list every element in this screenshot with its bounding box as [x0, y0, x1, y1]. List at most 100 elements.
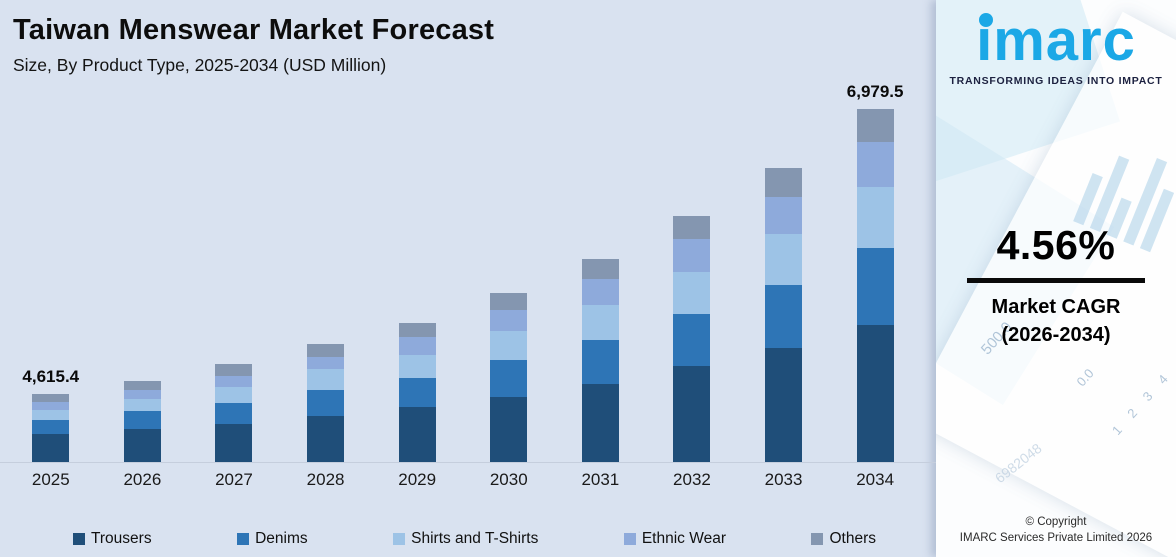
- bar-segment-2025-ethnic-wear: [32, 402, 70, 410]
- stacked-bar-2028: [307, 344, 345, 462]
- page-subtitle: Size, By Product Type, 2025-2034 (USD Mi…: [13, 55, 387, 75]
- legend-swatch-icon: [73, 533, 85, 545]
- bar-segment-2025-denims: [32, 420, 70, 434]
- bar-segment-2027-ethnic-wear: [215, 376, 253, 387]
- stacked-bar-2026: [123, 381, 161, 462]
- legend-item-others: Others: [811, 530, 876, 548]
- bar-segment-2026-trousers: [123, 429, 161, 462]
- bar-segment-2031-others: [581, 259, 619, 279]
- x-axis-labels: 2025 2026 2027 2028 2029 2030 2031 2032 2033 2034: [5, 470, 921, 490]
- stacked-bar-2029: [398, 323, 436, 462]
- imarc-logo-wordmark: ımarc: [976, 8, 1136, 73]
- bar-segment-2031-shirts-and-t-shirts: [581, 305, 619, 340]
- legend-item-shirts-and-t-shirts: Shirts and T-Shirts: [393, 530, 538, 548]
- bar-segment-2033-trousers: [765, 348, 803, 462]
- bar-segment-2027-others: [215, 364, 253, 376]
- bar-segment-2028-ethnic-wear: [307, 357, 345, 369]
- x-axis-line: [0, 462, 936, 463]
- cagr-callout: 4.56% Market CAGR (2026-2034): [936, 222, 1176, 347]
- bar-segment-2029-shirts-and-t-shirts: [398, 355, 436, 378]
- stacked-bar-2027: [215, 364, 253, 462]
- bar-segment-2030-shirts-and-t-shirts: [490, 331, 528, 360]
- bar-segment-2033-shirts-and-t-shirts: [765, 234, 803, 285]
- bar-column-2034: 6,979.5: [829, 82, 921, 462]
- bar-segment-2029-ethnic-wear: [398, 337, 436, 355]
- x-axis-label-2026: 2026: [123, 470, 162, 489]
- imarc-logo-dot-icon: [979, 13, 994, 27]
- stacked-bar-2025: [32, 394, 70, 462]
- bar-segment-2033-others: [765, 168, 803, 197]
- bar-segment-2025-others: [32, 394, 70, 402]
- x-axis-label-2029: 2029: [398, 470, 437, 489]
- cagr-value: 4.56%: [996, 222, 1116, 268]
- bar-segment-2029-others: [398, 323, 436, 337]
- imarc-tagline: TRANSFORMING IDEAS INTO IMPACT: [949, 75, 1163, 87]
- bar-segment-2034-shirts-and-t-shirts: [856, 187, 894, 248]
- x-axis-label-2032: 2032: [673, 470, 711, 489]
- legend-item-denims: Denims: [237, 530, 308, 548]
- bar-column-2026: [97, 85, 189, 462]
- bar-column-2028: [280, 85, 372, 462]
- x-axis-label-2025: 2025: [31, 470, 70, 489]
- legend-swatch-icon: [811, 533, 824, 545]
- bar-column-2030: [463, 85, 555, 462]
- legend-label: Others: [829, 530, 876, 547]
- bar-segment-2026-shirts-and-t-shirts: [123, 399, 161, 411]
- chart-legend: Trousers Denims Shirts and T-Shirts Ethnic …: [0, 530, 936, 548]
- x-axis-label-2033: 2033: [764, 470, 803, 489]
- bar-segment-2028-trousers: [307, 416, 345, 462]
- cagr-label: Market CAGR: [991, 296, 1121, 318]
- stacked-bar-2032: [673, 216, 711, 462]
- bar-segment-2028-denims: [307, 390, 345, 416]
- stacked-bar-2031: [581, 259, 619, 462]
- bar-segment-2027-shirts-and-t-shirts: [215, 387, 253, 403]
- bar-segment-2027-denims: [215, 403, 253, 424]
- bar-column-2033: [738, 85, 830, 462]
- bar-value-label-2034: 6,979.5: [846, 82, 904, 101]
- bar-segment-2034-denims: [856, 248, 894, 325]
- x-axis-label-2027: 2027: [215, 470, 253, 489]
- cagr-divider: [967, 278, 1145, 283]
- bar-segment-2030-ethnic-wear: [490, 310, 528, 331]
- bar-segment-2031-denims: [581, 340, 619, 384]
- legend-swatch-icon: [237, 533, 250, 545]
- bar-segment-2032-denims: [673, 314, 711, 366]
- bar-segment-2029-denims: [398, 378, 436, 407]
- bar-segment-2034-others: [856, 109, 894, 142]
- stacked-bar-2030: [490, 293, 528, 462]
- bar-segment-2031-trousers: [581, 384, 619, 462]
- chart-header: Taiwan Menswear Market Forecast Size, By…: [13, 14, 494, 76]
- bar-column-2031: [555, 85, 647, 462]
- legend-label: Denims: [255, 530, 308, 547]
- bar-segment-2033-ethnic-wear: [765, 197, 803, 234]
- copyright: © Copyright IMARC Services Private Limit…: [936, 514, 1176, 546]
- legend-label: Shirts and T-Shirts: [411, 530, 539, 547]
- bar-segment-2026-ethnic-wear: [123, 390, 161, 399]
- bar-segment-2027-trousers: [215, 424, 253, 462]
- bar-column-2032: [646, 85, 738, 462]
- x-axis-label-2034: 2034: [856, 470, 895, 489]
- bar-segment-2029-trousers: [398, 407, 436, 462]
- bar-segment-2032-shirts-and-t-shirts: [673, 272, 711, 314]
- bar-column-2025: 4,615.4: [5, 85, 97, 462]
- bar-segment-2034-trousers: [856, 325, 894, 462]
- plot-area: 4,615.4 6,979.5: [5, 82, 921, 462]
- bar-segment-2025-trousers: [32, 434, 70, 462]
- bar-segment-2028-others: [307, 344, 345, 357]
- legend-label: Ethnic Wear: [641, 530, 726, 547]
- x-axis-label-2028: 2028: [306, 470, 345, 489]
- bar-segment-2026-denims: [123, 411, 161, 429]
- legend-item-ethnic-wear: Ethnic Wear: [623, 530, 726, 548]
- chart-panel: Taiwan Menswear Market Forecast Size, By…: [0, 14, 936, 548]
- x-axis-label-2031: 2031: [581, 470, 620, 489]
- bar-segment-2032-trousers: [673, 366, 711, 462]
- bar-column-2027: [188, 85, 280, 462]
- sidebar: 500.0 0.0 1 2 3 4 6982048 ımarc TRANSFOR…: [936, 0, 1176, 557]
- imarc-logo: ımarc TRANSFORMING IDEAS INTO IMPACT: [936, 8, 1176, 88]
- bar-segment-2031-ethnic-wear: [581, 279, 619, 305]
- bar-segment-2032-ethnic-wear: [673, 239, 711, 272]
- legend-swatch-icon: [623, 533, 636, 545]
- bar-segment-2030-others: [490, 293, 528, 310]
- bar-segment-2028-shirts-and-t-shirts: [307, 369, 345, 390]
- copyright-line1: © Copyright: [1025, 515, 1087, 528]
